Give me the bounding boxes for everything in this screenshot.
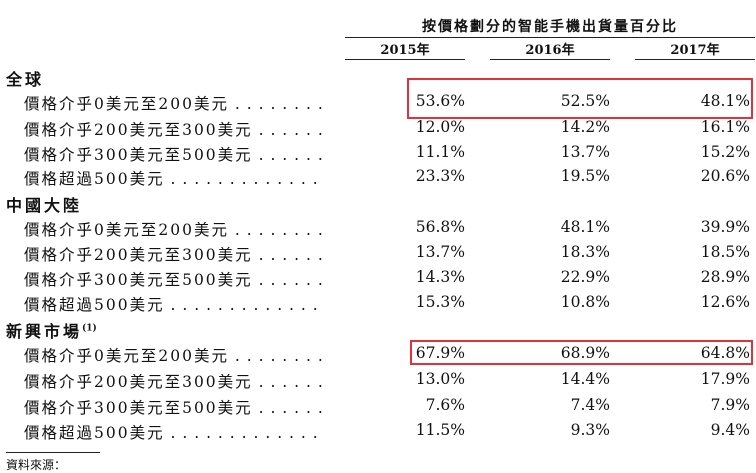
table-cell: 48.1% (700, 92, 750, 110)
table-cell: 19.5% (560, 167, 610, 185)
table-cell: 17.9% (700, 370, 750, 388)
row-label: 價格介乎0美元至200美元 (24, 344, 324, 366)
table-cell: 53.6% (415, 92, 465, 110)
year-header-2016: 2016年 (525, 43, 575, 58)
table-cell: 13.0% (415, 370, 465, 388)
table-cell: 15.2% (700, 143, 750, 161)
table-cell: 10.8% (560, 293, 610, 311)
row-label: 價格介乎0美元至200美元 (24, 92, 324, 114)
table-cell: 22.9% (560, 268, 610, 286)
footnote-rule (6, 452, 100, 453)
table-cell: 9.4% (710, 421, 750, 439)
row-label: 價格超過500美元 (24, 167, 324, 189)
table-cell: 39.9% (700, 218, 750, 236)
year-rule-2015 (345, 59, 465, 60)
table-cell: 52.5% (560, 92, 610, 110)
row-label: 價格介乎300美元至500美元 (24, 143, 324, 165)
year-rule-2016 (490, 59, 610, 60)
section-title-global: 全球 (6, 70, 45, 89)
row-label: 價格介乎0美元至200美元 (24, 218, 324, 240)
table-cell: 13.7% (415, 243, 465, 261)
highlight-box-global-low-price (407, 78, 753, 119)
row-label: 價格超過500美元 (24, 293, 324, 315)
table-cell: 67.9% (415, 344, 465, 362)
row-label: 價格介乎200美元至300美元 (24, 370, 324, 392)
year-rule-2017 (635, 59, 755, 60)
row-label: 價格超過500美元 (24, 421, 324, 443)
table-cell: 12.0% (415, 118, 465, 136)
section-title-text: 新興市場 (6, 322, 83, 341)
table-cell: 28.9% (700, 268, 750, 286)
table-cell: 56.8% (415, 218, 465, 236)
table-cell: 20.6% (700, 167, 750, 185)
table-cell: 48.1% (560, 218, 610, 236)
table-cell: 68.9% (560, 344, 610, 362)
table-cell: 9.3% (570, 421, 610, 439)
table-cell: 7.4% (570, 396, 610, 414)
row-label: 價格介乎300美元至500美元 (24, 268, 324, 290)
year-header-2015: 2015年 (380, 43, 430, 58)
table-cell: 14.2% (560, 118, 610, 136)
table-cell: 16.1% (700, 118, 750, 136)
table-cell: 7.6% (425, 396, 465, 414)
table-cell: 11.1% (415, 143, 465, 161)
table-cell: 14.4% (560, 370, 610, 388)
table-cell: 14.3% (415, 268, 465, 286)
highlight-box-emerging-low-price (410, 340, 753, 365)
table-caption: 按價格劃分的智能手機出貨量百分比 (422, 19, 678, 35)
row-label: 價格介乎300美元至500美元 (24, 396, 324, 418)
table-cell: 13.7% (560, 143, 610, 161)
table-cell: 64.8% (700, 344, 750, 362)
caption-rule (345, 37, 755, 38)
table-cell: 11.5% (415, 421, 465, 439)
footnote-marker: (1) (82, 323, 97, 334)
row-label: 價格介乎200美元至300美元 (24, 243, 324, 265)
section-title-mainland-china: 中國大陸 (6, 196, 83, 215)
table-cell: 18.5% (700, 243, 750, 261)
table-cell: 15.3% (415, 293, 465, 311)
table-cell: 7.9% (710, 396, 750, 414)
year-header-2017: 2017年 (670, 43, 720, 58)
footnote-text: 資料來源： (6, 458, 67, 472)
row-label: 價格介乎200美元至300美元 (24, 118, 324, 140)
table-cell: 12.6% (700, 293, 750, 311)
table-cell: 23.3% (415, 167, 465, 185)
section-title-emerging-markets: 新興市場(1) (6, 318, 97, 342)
table-cell: 18.3% (560, 243, 610, 261)
